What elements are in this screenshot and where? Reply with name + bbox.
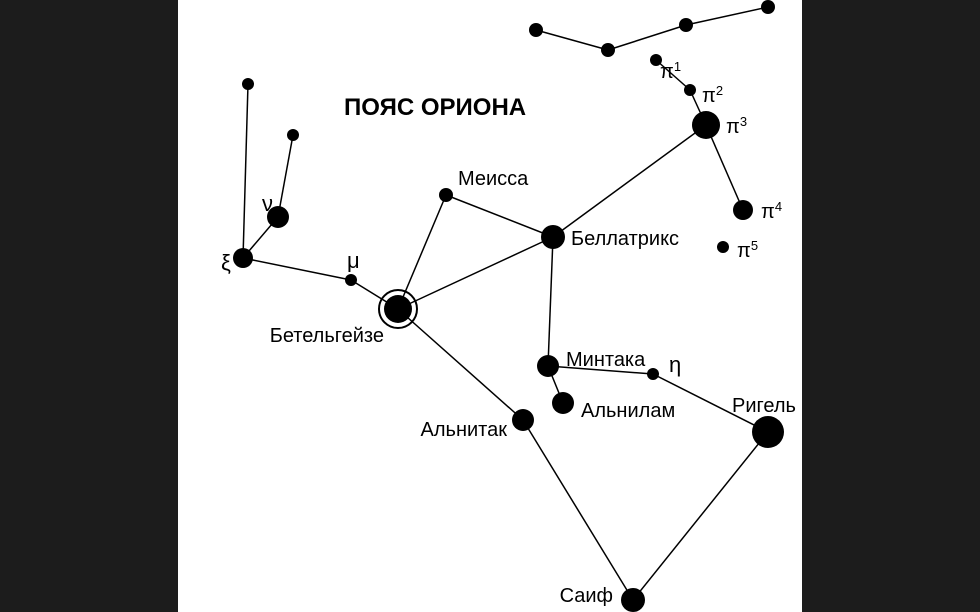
diagram-title: ПОЯС ОРИОНА (344, 94, 526, 121)
star-clubTip2 (287, 129, 299, 141)
star-upper2 (601, 43, 615, 57)
label-saif: Саиф (560, 585, 613, 607)
label-pi4: π4 (761, 199, 782, 223)
star-betelgeuse (384, 295, 412, 323)
star-clubTip1 (242, 78, 254, 90)
star-meissa (439, 188, 453, 202)
label-pi3: π3 (726, 114, 747, 138)
stage: ПОЯС ОРИОНАπ1π2π3π4π5νξμηМеиссаБеллатрик… (0, 0, 980, 612)
star-upper1 (529, 23, 543, 37)
edge (278, 135, 293, 217)
star-saif (621, 588, 645, 612)
edge (548, 237, 553, 366)
edge (398, 237, 553, 309)
label-sup: 5 (751, 238, 758, 253)
edge (553, 125, 706, 237)
star-eta (647, 368, 659, 380)
label-eta: η (669, 352, 681, 377)
label-betelgeuse: Бетельгейзе (270, 325, 384, 347)
label-sup: 1 (674, 59, 681, 74)
label-bellatrix: Беллатрикс (571, 228, 679, 250)
star-xi (233, 248, 253, 268)
label-alnilam: Альнилам (581, 400, 675, 422)
constellation-panel: ПОЯС ОРИОНАπ1π2π3π4π5νξμηМеиссаБеллатрик… (178, 0, 802, 612)
edge (686, 7, 768, 25)
star-mintaka (537, 355, 559, 377)
edge (523, 420, 633, 600)
label-sup: 2 (716, 83, 723, 98)
label-meissa: Меисса (458, 168, 529, 190)
star-pi3 (692, 111, 720, 139)
label-mintaka: Минтака (566, 349, 646, 371)
label-alnitak: Альнитак (421, 419, 508, 441)
edge (398, 309, 523, 420)
constellation-labels: π1π2π3π4π5νξμηМеиссаБеллатриксБетельгейз… (221, 59, 796, 607)
edge (536, 30, 608, 50)
star-rigel (752, 416, 784, 448)
edge (243, 258, 351, 280)
star-bellatrix (541, 225, 565, 249)
label-rigel: Ригель (732, 395, 796, 417)
star-pi2 (684, 84, 696, 96)
star-pi5 (717, 241, 729, 253)
label-xi: ξ (221, 250, 231, 275)
star-alnitak (512, 409, 534, 431)
label-sup: 4 (775, 199, 782, 214)
label-sup: 3 (740, 114, 747, 129)
edge (243, 84, 248, 258)
star-upper3 (679, 18, 693, 32)
constellation-diagram: ПОЯС ОРИОНАπ1π2π3π4π5νξμηМеиссаБеллатрик… (178, 0, 802, 612)
star-pi4 (733, 200, 753, 220)
label-pi5: π5 (737, 238, 758, 262)
edge (633, 432, 768, 600)
label-nu: ν (262, 191, 273, 216)
star-upper4 (761, 0, 775, 14)
label-mu: μ (347, 248, 360, 273)
label-pi2: π2 (702, 83, 723, 107)
edge (446, 195, 553, 237)
star-alnilam (552, 392, 574, 414)
star-mu (345, 274, 357, 286)
edge (608, 25, 686, 50)
